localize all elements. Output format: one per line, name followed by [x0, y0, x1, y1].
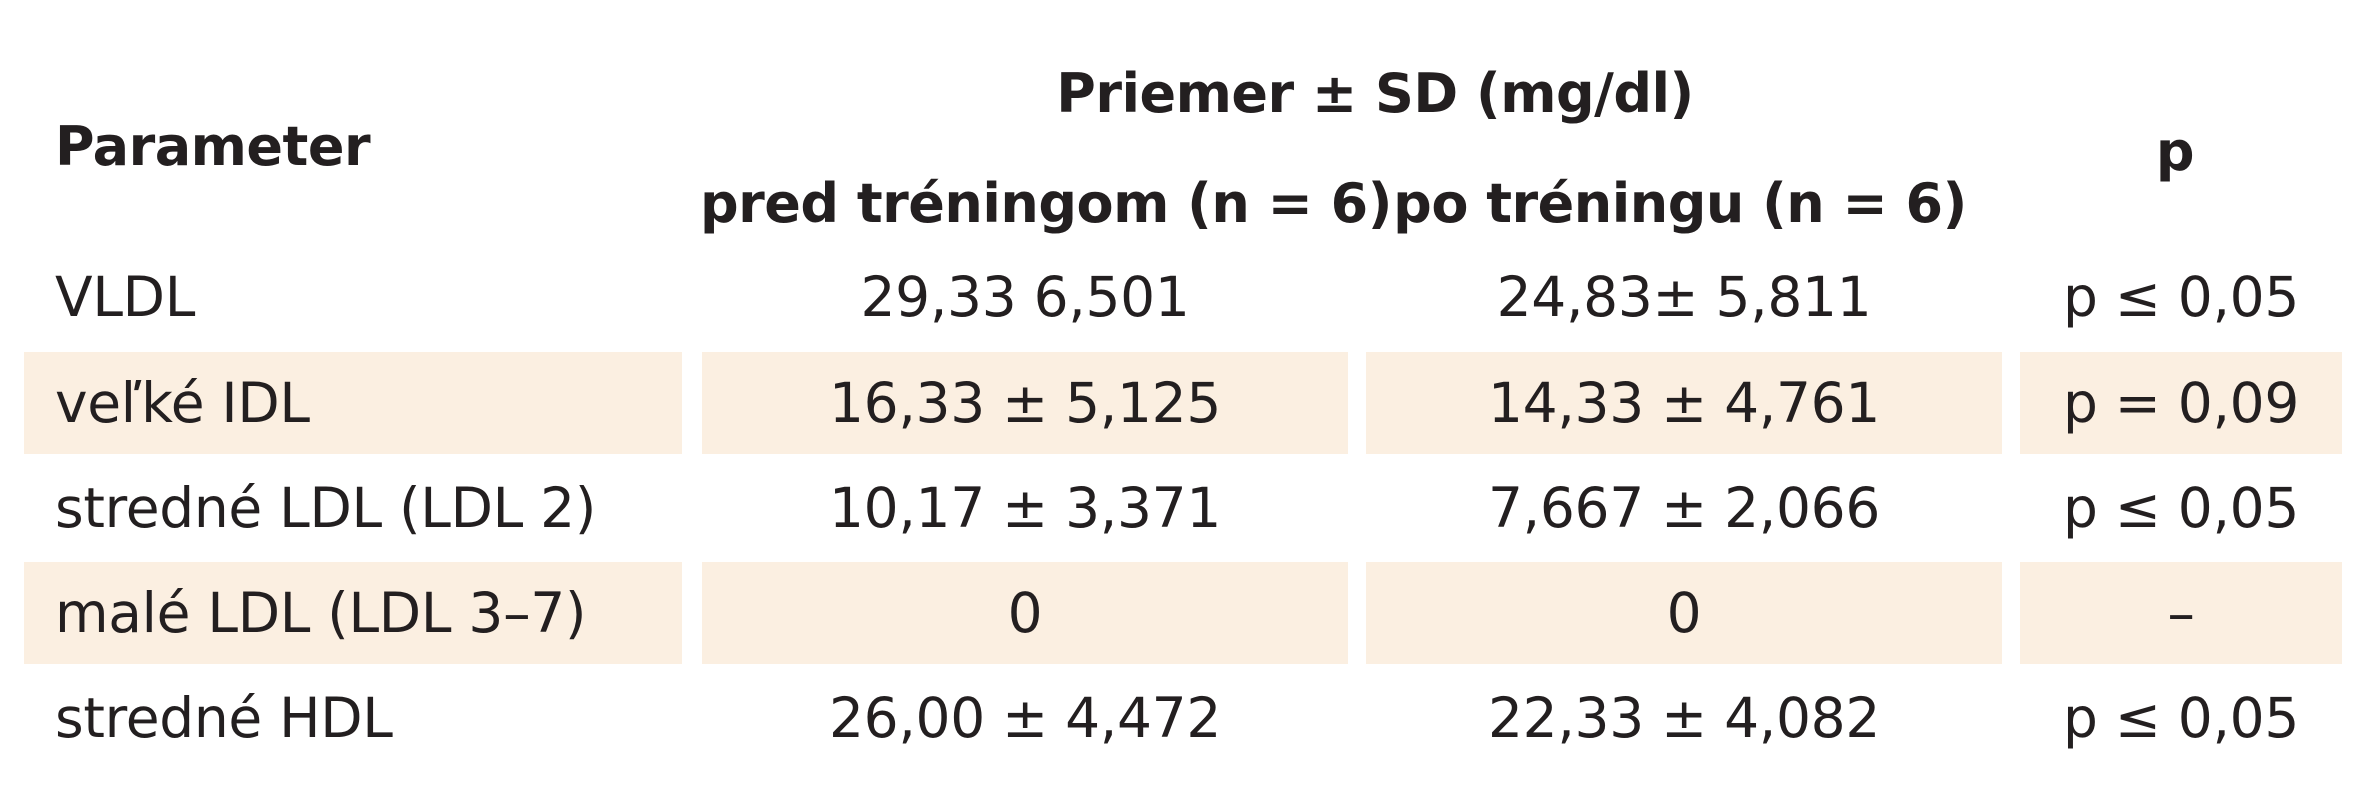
table-row-parameter: stredné LDL (LDL 2): [55, 476, 596, 540]
table-row-before: 26,00 ± 4,472: [828, 686, 1222, 750]
row-stripe: [702, 562, 1348, 664]
table-row-before: 29,33 6,501: [860, 265, 1190, 329]
table-row-p: p ≤ 0,05: [2062, 686, 2300, 750]
row-stripe: [24, 352, 682, 454]
row-stripe: [1366, 352, 2002, 454]
header-group-mean-sd: Priemer ± SD (mg/dl): [1056, 62, 1694, 125]
table-row-p: p ≤ 0,05: [2062, 476, 2300, 540]
table-row-before: 16,33 ± 5,125: [828, 371, 1222, 435]
row-stripe: [2020, 352, 2342, 454]
table-row-after: 14,33 ± 4,761: [1487, 371, 1881, 435]
header-after-training: po tréningu (n = 6): [1393, 172, 1967, 235]
table-row-after: 22,33 ± 4,082: [1487, 686, 1881, 750]
table-row-parameter: stredné HDL: [55, 686, 393, 750]
table-row-after: 7,667 ± 2,066: [1487, 476, 1881, 540]
header-p-value: p: [2155, 120, 2195, 183]
row-stripe: [2020, 562, 2342, 664]
row-stripe: [1366, 562, 2002, 664]
row-stripe: [702, 352, 1348, 454]
header-before-training: pred tréningom (n = 6): [700, 172, 1392, 235]
row-stripe: [24, 562, 682, 664]
table-row-parameter: malé LDL (LDL 3–7): [55, 581, 587, 645]
table-row-before: 0: [1007, 581, 1043, 645]
table-row-p: –: [2167, 581, 2195, 645]
table-row-after: 24,83± 5,811: [1496, 265, 1872, 329]
table-row-after: 0: [1666, 581, 1702, 645]
table-row-parameter: VLDL: [55, 265, 196, 329]
table-row-parameter: veľké IDL: [55, 371, 310, 435]
table-row-before: 10,17 ± 3,371: [828, 476, 1222, 540]
table-row-p: p = 0,09: [2062, 371, 2300, 435]
header-parameter: Parameter: [55, 115, 371, 178]
table-row-p: p ≤ 0,05: [2062, 265, 2300, 329]
